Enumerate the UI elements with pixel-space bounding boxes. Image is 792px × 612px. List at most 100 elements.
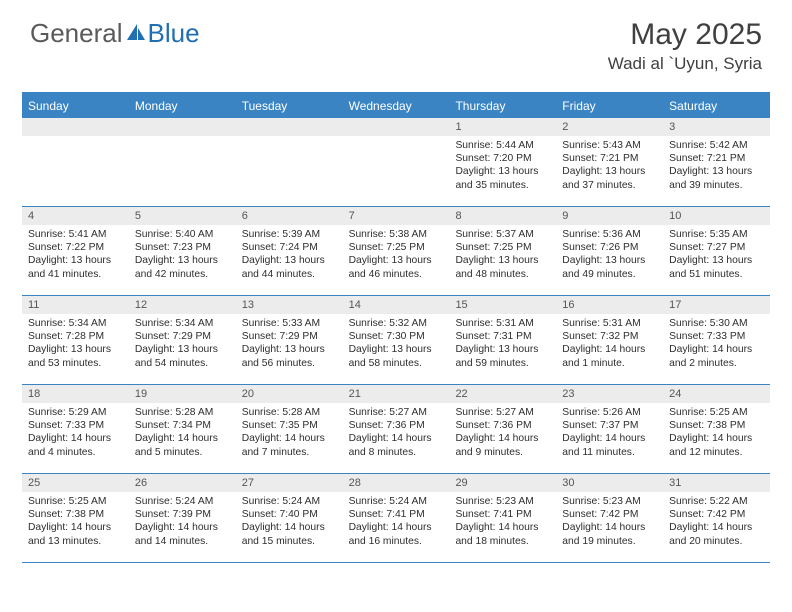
day-cell: 28Sunrise: 5:24 AMSunset: 7:41 PMDayligh… [343,474,450,562]
day-number: 25 [22,474,129,492]
day-details: Sunrise: 5:24 AMSunset: 7:41 PMDaylight:… [343,492,450,552]
logo-text-blue: Blue [148,18,200,49]
day-cell: 16Sunrise: 5:31 AMSunset: 7:32 PMDayligh… [556,296,663,384]
day-cell: 21Sunrise: 5:27 AMSunset: 7:36 PMDayligh… [343,385,450,473]
day-number: 17 [663,296,770,314]
day-cell: 29Sunrise: 5:23 AMSunset: 7:41 PMDayligh… [449,474,556,562]
day-details: Sunrise: 5:41 AMSunset: 7:22 PMDaylight:… [22,225,129,285]
day-number: 18 [22,385,129,403]
weekday-header: Monday [129,94,236,118]
day-cell: 8Sunrise: 5:37 AMSunset: 7:25 PMDaylight… [449,207,556,295]
day-cell: 1Sunrise: 5:44 AMSunset: 7:20 PMDaylight… [449,118,556,206]
day-number: 30 [556,474,663,492]
weekday-header: Wednesday [343,94,450,118]
day-cell: 10Sunrise: 5:35 AMSunset: 7:27 PMDayligh… [663,207,770,295]
day-details: Sunrise: 5:42 AMSunset: 7:21 PMDaylight:… [663,136,770,196]
week-row: 18Sunrise: 5:29 AMSunset: 7:33 PMDayligh… [22,385,770,474]
weeks-container: 1Sunrise: 5:44 AMSunset: 7:20 PMDaylight… [22,118,770,563]
calendar: SundayMondayTuesdayWednesdayThursdayFrid… [22,92,770,563]
day-cell: 3Sunrise: 5:42 AMSunset: 7:21 PMDaylight… [663,118,770,206]
day-number: 9 [556,207,663,225]
day-cell: 2Sunrise: 5:43 AMSunset: 7:21 PMDaylight… [556,118,663,206]
weekday-header: Saturday [663,94,770,118]
day-number: 15 [449,296,556,314]
week-row: 1Sunrise: 5:44 AMSunset: 7:20 PMDaylight… [22,118,770,207]
day-number: 7 [343,207,450,225]
day-number: 19 [129,385,236,403]
weekday-header: Sunday [22,94,129,118]
day-cell: 31Sunrise: 5:22 AMSunset: 7:42 PMDayligh… [663,474,770,562]
day-details: Sunrise: 5:44 AMSunset: 7:20 PMDaylight:… [449,136,556,196]
day-number: 11 [22,296,129,314]
day-cell: 13Sunrise: 5:33 AMSunset: 7:29 PMDayligh… [236,296,343,384]
day-number: 31 [663,474,770,492]
weekday-header: Thursday [449,94,556,118]
day-cell [22,118,129,206]
day-cell: 12Sunrise: 5:34 AMSunset: 7:29 PMDayligh… [129,296,236,384]
day-number: 24 [663,385,770,403]
day-number-empty [236,118,343,136]
day-details: Sunrise: 5:23 AMSunset: 7:41 PMDaylight:… [449,492,556,552]
logo: General Blue [30,18,200,49]
day-details: Sunrise: 5:27 AMSunset: 7:36 PMDaylight:… [449,403,556,463]
weekday-header: Tuesday [236,94,343,118]
day-details: Sunrise: 5:23 AMSunset: 7:42 PMDaylight:… [556,492,663,552]
day-details: Sunrise: 5:24 AMSunset: 7:39 PMDaylight:… [129,492,236,552]
day-details: Sunrise: 5:25 AMSunset: 7:38 PMDaylight:… [22,492,129,552]
day-number: 3 [663,118,770,136]
day-number-empty [343,118,450,136]
title-block: May 2025 Wadi al `Uyun, Syria [608,18,762,74]
day-cell: 6Sunrise: 5:39 AMSunset: 7:24 PMDaylight… [236,207,343,295]
day-number: 10 [663,207,770,225]
day-cell: 30Sunrise: 5:23 AMSunset: 7:42 PMDayligh… [556,474,663,562]
week-row: 11Sunrise: 5:34 AMSunset: 7:28 PMDayligh… [22,296,770,385]
day-details: Sunrise: 5:29 AMSunset: 7:33 PMDaylight:… [22,403,129,463]
day-number: 26 [129,474,236,492]
day-number: 27 [236,474,343,492]
day-details: Sunrise: 5:39 AMSunset: 7:24 PMDaylight:… [236,225,343,285]
day-details: Sunrise: 5:22 AMSunset: 7:42 PMDaylight:… [663,492,770,552]
day-cell: 7Sunrise: 5:38 AMSunset: 7:25 PMDaylight… [343,207,450,295]
week-row: 25Sunrise: 5:25 AMSunset: 7:38 PMDayligh… [22,474,770,563]
day-number: 2 [556,118,663,136]
weekday-header: Friday [556,94,663,118]
day-number: 28 [343,474,450,492]
day-cell: 17Sunrise: 5:30 AMSunset: 7:33 PMDayligh… [663,296,770,384]
day-number: 21 [343,385,450,403]
day-details: Sunrise: 5:32 AMSunset: 7:30 PMDaylight:… [343,314,450,374]
day-details: Sunrise: 5:27 AMSunset: 7:36 PMDaylight:… [343,403,450,463]
day-number: 29 [449,474,556,492]
day-cell: 18Sunrise: 5:29 AMSunset: 7:33 PMDayligh… [22,385,129,473]
day-number: 22 [449,385,556,403]
day-details: Sunrise: 5:34 AMSunset: 7:28 PMDaylight:… [22,314,129,374]
day-cell: 19Sunrise: 5:28 AMSunset: 7:34 PMDayligh… [129,385,236,473]
day-details: Sunrise: 5:24 AMSunset: 7:40 PMDaylight:… [236,492,343,552]
day-cell: 5Sunrise: 5:40 AMSunset: 7:23 PMDaylight… [129,207,236,295]
day-details: Sunrise: 5:28 AMSunset: 7:34 PMDaylight:… [129,403,236,463]
day-number: 14 [343,296,450,314]
day-details: Sunrise: 5:35 AMSunset: 7:27 PMDaylight:… [663,225,770,285]
weekday-header-row: SundayMondayTuesdayWednesdayThursdayFrid… [22,94,770,118]
day-cell: 15Sunrise: 5:31 AMSunset: 7:31 PMDayligh… [449,296,556,384]
day-number-empty [22,118,129,136]
day-details: Sunrise: 5:36 AMSunset: 7:26 PMDaylight:… [556,225,663,285]
location-label: Wadi al `Uyun, Syria [608,54,762,74]
day-cell [343,118,450,206]
day-cell: 25Sunrise: 5:25 AMSunset: 7:38 PMDayligh… [22,474,129,562]
sail-icon [125,18,147,49]
day-number: 23 [556,385,663,403]
day-cell [236,118,343,206]
day-cell [129,118,236,206]
day-cell: 11Sunrise: 5:34 AMSunset: 7:28 PMDayligh… [22,296,129,384]
day-cell: 24Sunrise: 5:25 AMSunset: 7:38 PMDayligh… [663,385,770,473]
logo-text-general: General [30,18,123,49]
day-number: 12 [129,296,236,314]
day-details: Sunrise: 5:33 AMSunset: 7:29 PMDaylight:… [236,314,343,374]
day-number: 6 [236,207,343,225]
day-cell: 26Sunrise: 5:24 AMSunset: 7:39 PMDayligh… [129,474,236,562]
day-details: Sunrise: 5:40 AMSunset: 7:23 PMDaylight:… [129,225,236,285]
day-details: Sunrise: 5:38 AMSunset: 7:25 PMDaylight:… [343,225,450,285]
day-details: Sunrise: 5:25 AMSunset: 7:38 PMDaylight:… [663,403,770,463]
day-cell: 4Sunrise: 5:41 AMSunset: 7:22 PMDaylight… [22,207,129,295]
day-number: 5 [129,207,236,225]
